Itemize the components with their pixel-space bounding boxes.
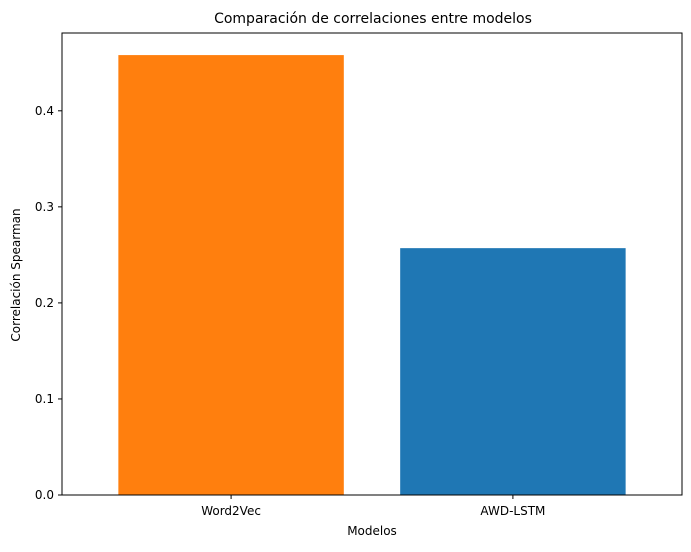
y-tick-label: 0.3 (35, 200, 54, 214)
y-tick-label: 0.4 (35, 104, 54, 118)
ticks-layer: Word2Vec AWD-LSTM 0.0 0.1 0.2 0.3 0.4 (35, 104, 545, 518)
y-tick-label: 0.2 (35, 296, 54, 310)
chart-title: Comparación de correlaciones entre model… (214, 11, 532, 27)
bars-layer (118, 55, 626, 496)
bar-awd-lstm (400, 248, 626, 495)
x-axis-label: Modelos (347, 524, 397, 538)
y-tick-label: 0.1 (35, 392, 54, 406)
plot-frame (61, 32, 683, 496)
x-tick-label: AWD-LSTM (480, 504, 545, 518)
axes-layer (61, 32, 683, 496)
y-tick-label: 0.0 (35, 488, 54, 502)
x-tick-label: Word2Vec (201, 504, 261, 518)
bar-word2vec (118, 55, 344, 496)
y-axis-label: Correlación Spearman (9, 208, 23, 341)
